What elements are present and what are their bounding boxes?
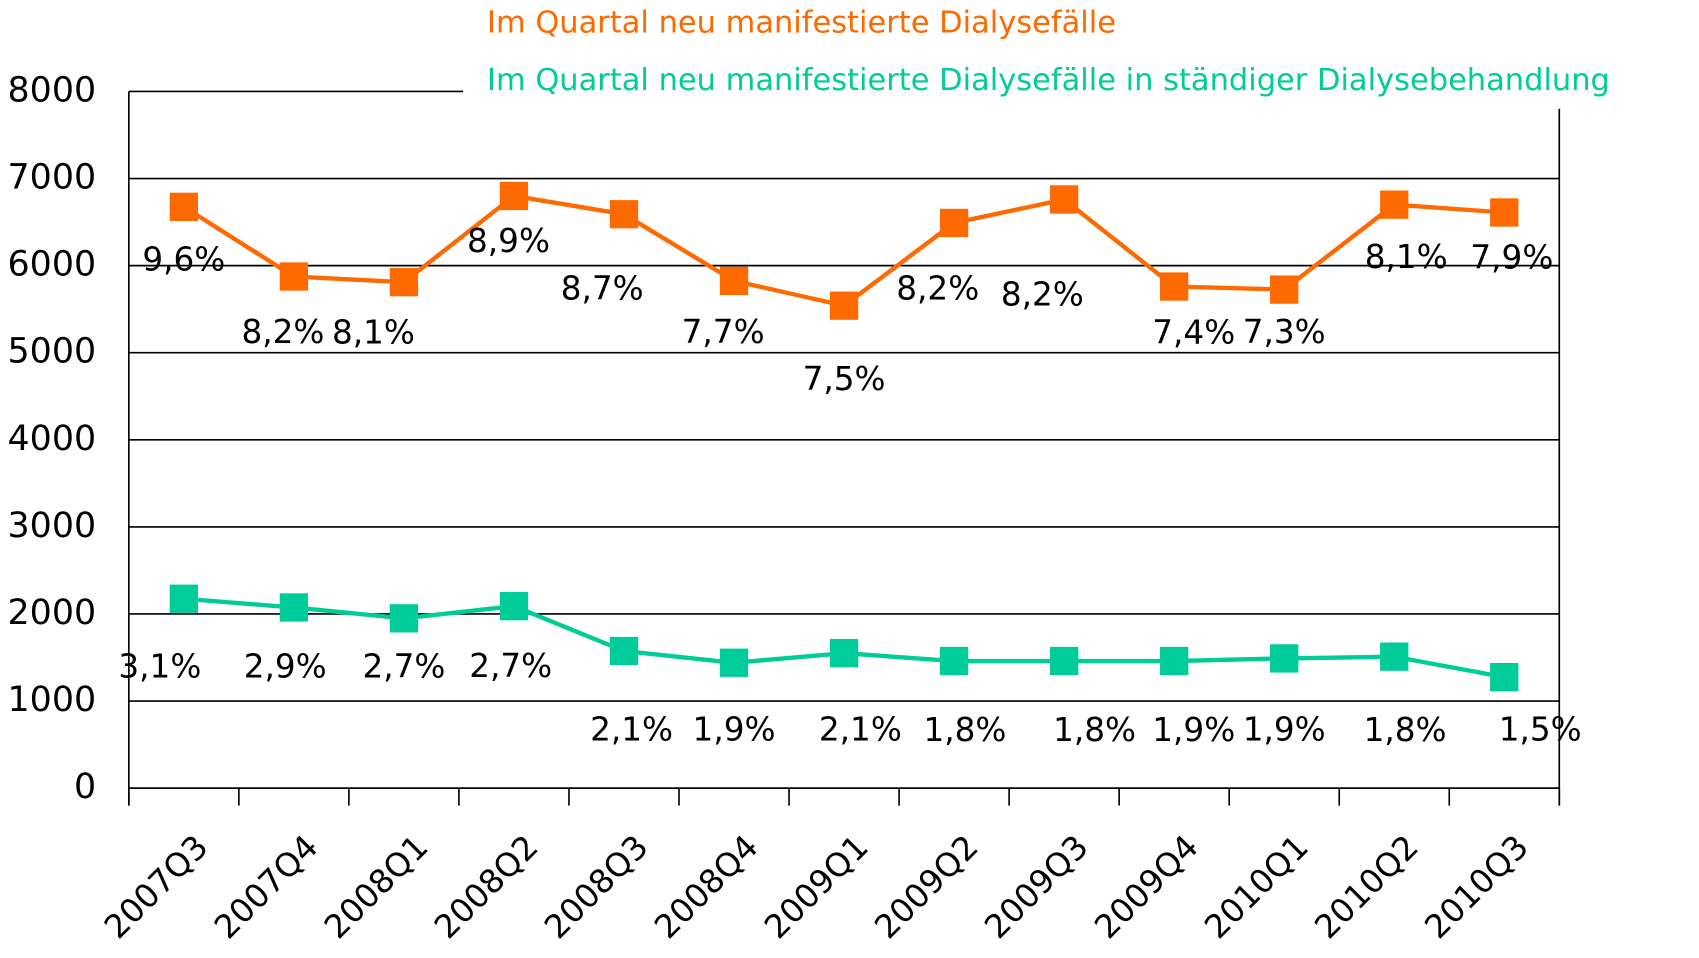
y-tick-label: 6000 <box>8 245 97 285</box>
series-line <box>182 193 1505 309</box>
marker <box>389 604 419 633</box>
marker <box>829 291 859 320</box>
marker <box>279 593 309 622</box>
data-label: 7,9% <box>1470 238 1553 276</box>
marker <box>389 268 419 297</box>
y-tick-label: 0 <box>74 767 96 807</box>
y-tick-label: 8000 <box>8 70 97 110</box>
y-tick-label: 4000 <box>8 419 97 459</box>
x-tick-label: 2010Q1 <box>1197 828 1315 946</box>
marker <box>1160 646 1189 676</box>
legend-entry: Im Quartal neu manifestierte Dialysefäll… <box>487 5 1116 40</box>
data-label: 3,1% <box>118 647 201 685</box>
y-tick-label: 3000 <box>8 506 97 546</box>
data-label: 8,9% <box>467 222 550 260</box>
data-label: 1,9% <box>1243 710 1326 748</box>
marker <box>499 592 529 621</box>
marker <box>719 648 749 677</box>
x-tick-label: 2010Q2 <box>1307 828 1425 946</box>
x-tick-label: 2008Q3 <box>537 828 655 946</box>
x-tick-label: 2008Q1 <box>317 828 435 946</box>
data-label: 8,1% <box>1365 238 1448 276</box>
data-label: 8,2% <box>242 313 325 351</box>
data-label: 8,2% <box>896 269 979 307</box>
data-label: 2,7% <box>362 647 445 685</box>
x-tick-label: 2008Q2 <box>427 828 545 946</box>
marker <box>1049 185 1079 214</box>
y-tick-label: 2000 <box>8 593 97 633</box>
marker <box>499 181 529 211</box>
marker <box>719 266 749 296</box>
marker <box>939 646 969 676</box>
data-label: 1,5% <box>1499 711 1582 749</box>
marker <box>1490 662 1519 692</box>
marker <box>1380 190 1409 219</box>
x-tick-label: 2008Q4 <box>647 828 765 946</box>
data-label: 8,7% <box>561 269 644 307</box>
marker <box>609 200 639 229</box>
marker <box>1270 275 1299 304</box>
data-label: 7,4% <box>1152 313 1235 351</box>
data-label: 8,2% <box>1001 275 1084 313</box>
data-label: 7,5% <box>803 360 886 398</box>
data-label: 1,9% <box>693 710 776 748</box>
data-label: 2,7% <box>469 647 552 685</box>
marker <box>609 636 639 666</box>
marker <box>169 192 198 221</box>
marker <box>169 584 198 613</box>
data-label: 2,9% <box>244 647 327 685</box>
data-label: 1,8% <box>924 711 1007 749</box>
marker <box>829 639 859 668</box>
data-label: 7,3% <box>1243 313 1326 351</box>
data-label: 7,7% <box>682 313 765 351</box>
marker <box>1270 644 1299 673</box>
x-tick-label: 2007Q3 <box>97 828 215 946</box>
x-tick-label: 2009Q2 <box>867 828 985 946</box>
marker <box>1380 642 1409 671</box>
x-tick-label: 2007Q4 <box>207 828 325 946</box>
data-label: 2,1% <box>819 711 902 749</box>
y-tick-label: 7000 <box>8 158 97 198</box>
x-tick-label: 2009Q3 <box>977 828 1095 946</box>
marker <box>279 262 309 291</box>
legend-entry: Im Quartal neu manifestierte Dialysefäll… <box>487 63 1610 98</box>
data-label: 1,8% <box>1364 711 1447 749</box>
marker <box>1049 646 1079 676</box>
marker <box>1160 272 1189 301</box>
data-label: 8,1% <box>332 313 415 351</box>
y-tick-label: 5000 <box>8 332 97 372</box>
data-label: 9,6% <box>142 240 225 278</box>
marker <box>939 208 969 238</box>
x-tick-label: 2010Q3 <box>1417 828 1535 946</box>
y-tick-label: 1000 <box>8 680 97 720</box>
data-label: 1,9% <box>1152 711 1235 749</box>
x-tick-label: 2009Q4 <box>1087 828 1205 946</box>
data-label: 2,1% <box>590 711 673 749</box>
x-tick-label: 2009Q1 <box>757 828 875 946</box>
data-label: 1,8% <box>1053 711 1136 749</box>
marker <box>1490 198 1519 227</box>
